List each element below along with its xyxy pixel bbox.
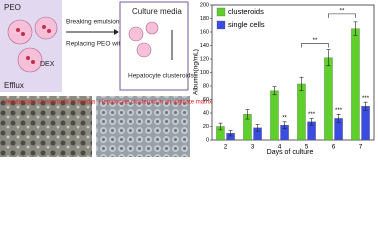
y-tick-label: 180 [200,16,209,22]
clusteroids [128,21,159,58]
culture-box [119,1,189,91]
legend-swatch [216,7,226,17]
emulsion-panel [0,0,62,92]
error-bar [309,118,314,126]
micrograph [96,96,190,157]
legend-label: single cells [228,20,265,29]
arrow-head [114,29,119,35]
error-bar [336,114,341,123]
bar [297,83,306,141]
droplets [7,16,58,73]
x-tick-label: 6 [332,144,336,151]
annotation: ** [282,115,287,121]
annotation: *** [335,108,343,114]
x-tick-label: 3 [251,144,255,151]
label: DEX [40,61,55,68]
y-tick-label: 20 [203,124,209,130]
label: Hepatocyte clusteroid in an alginate mat… [99,100,212,106]
error-bar [245,109,250,120]
bar [324,57,333,141]
bracket [301,43,329,48]
x-tick-label: 5 [305,144,309,151]
x-axis-title: Days of culture [267,149,314,156]
figure: PEO DEX Efflux Breaking emulsion Replaci… [0,0,375,157]
y-tick-label: 200 [200,2,209,8]
y-tick-label: 0 [206,137,209,143]
y-tick-label: 40 [203,110,209,116]
error-bar [218,122,223,131]
label: PEO [4,3,21,12]
micrograph [0,96,92,157]
legend-label: clusteroids [228,7,264,16]
bracket-label: ** [340,8,345,14]
bracket [328,13,356,18]
cells [16,25,51,64]
y-tick-label: 100 [200,70,209,76]
bar [270,90,279,141]
label: Hepatocyte clusteroids [128,73,195,80]
y-tick-label: 160 [200,29,209,35]
x-tick-label: 4 [278,144,282,151]
annotation: *** [362,96,370,102]
label: Replacing PEO with gel [66,41,135,48]
label: Hepatocyte clusteroids in media [3,99,96,106]
bracket-label: ** [313,38,318,44]
label: Efflux [4,81,24,90]
x-tick-label: 2 [224,144,228,151]
label: Breaking emulsion [66,19,120,26]
plot-area [211,4,375,141]
error-bar [272,86,277,96]
y-tick-label: 140 [200,43,209,49]
bar [361,106,370,141]
error-bar [353,21,358,36]
y-tick-label: 60 [203,97,209,103]
label: Culture media [132,7,182,16]
annotation: *** [308,112,316,118]
bar [351,28,360,141]
y-tick-label: 80 [203,83,209,89]
x-tick-label: 7 [359,144,363,151]
error-bar [255,124,260,132]
error-bar [282,121,287,129]
error-bar [228,130,233,137]
y-tick-label: 120 [200,56,209,62]
legend-swatch [216,20,226,30]
error-bar [299,76,304,92]
error-bar [326,49,331,67]
y-axis-title: Albumin(ng/mL) [193,49,200,95]
error-bar [363,101,368,111]
